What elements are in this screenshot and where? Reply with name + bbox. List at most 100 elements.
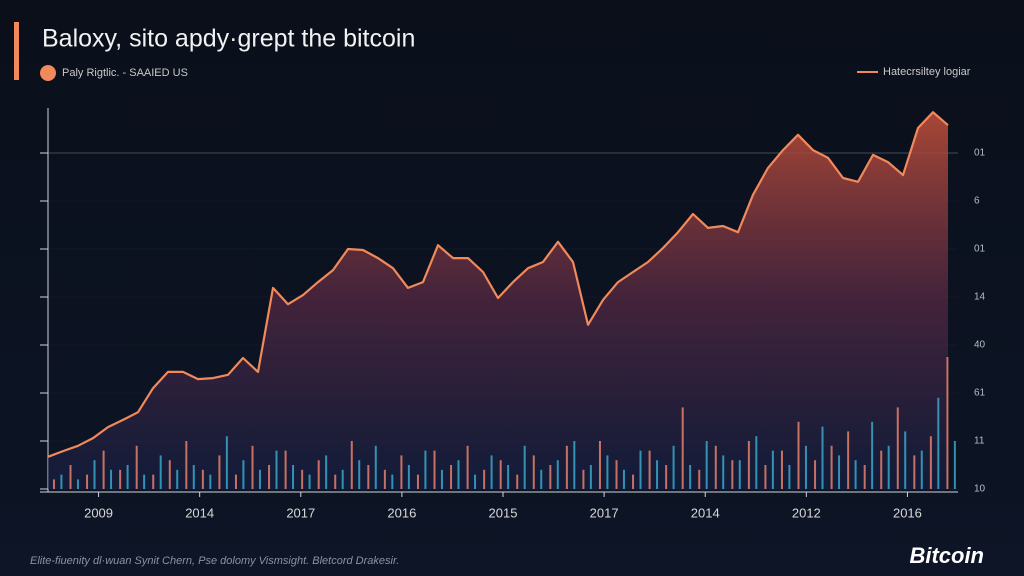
legend-dot	[40, 65, 56, 81]
footer: Elite-fiuenity dl·wuan Synit Chern, Pse …	[30, 555, 399, 567]
volume-bar	[400, 455, 403, 489]
volume-bar	[474, 474, 477, 489]
legend-text: Paly Rigtlic. - SAAIED US	[62, 67, 188, 79]
chart-title: Baloxy, sito apdy·grept the bitcoin	[42, 25, 415, 53]
volume-bar	[93, 460, 96, 489]
volume-bar	[731, 460, 734, 489]
volume-bar	[615, 460, 618, 489]
volume-bar	[830, 445, 833, 489]
volume-bar	[466, 445, 469, 489]
volume-bar	[209, 474, 212, 489]
volume-bar	[814, 460, 817, 489]
volume-bar	[705, 441, 708, 489]
volume-bar	[788, 465, 791, 489]
volume-bar	[416, 474, 419, 489]
y-tick-label: 14	[974, 292, 986, 303]
volume-bar	[887, 445, 890, 489]
volume-bar	[176, 469, 179, 489]
volume-bar	[904, 431, 907, 489]
volume-bar	[52, 479, 55, 489]
volume-bar	[648, 450, 651, 489]
volume-bar	[325, 455, 328, 489]
volume-bar	[747, 441, 750, 489]
volume-bar	[110, 469, 113, 489]
volume-bar	[284, 450, 287, 489]
volume-bar	[490, 455, 493, 489]
volume-bar	[483, 469, 486, 489]
volume-bar	[880, 450, 883, 489]
volume-bar	[689, 465, 692, 489]
volume-bar	[308, 474, 311, 489]
x-tick-label: 2012	[792, 505, 821, 520]
volume-bar	[367, 465, 370, 489]
volume-bar	[457, 460, 460, 489]
volume-bar	[722, 455, 725, 489]
volume-bar	[268, 465, 271, 489]
volume-bar	[225, 436, 228, 489]
x-tick-label: 2016	[387, 505, 416, 520]
volume-bar	[258, 469, 261, 489]
volume-bar	[234, 474, 237, 489]
volume-bar	[639, 450, 642, 489]
volume-bar	[301, 469, 304, 489]
x-tick-label: 2017	[590, 505, 619, 520]
volume-bar	[433, 450, 436, 489]
volume-bar	[201, 469, 204, 489]
y-tick-label: 11	[974, 436, 985, 447]
title-accent	[14, 22, 19, 80]
volume-bar	[937, 397, 940, 489]
volume-bar	[771, 450, 774, 489]
volume-bar	[126, 465, 129, 489]
volume-bar	[540, 469, 543, 489]
volume-bar	[523, 445, 526, 489]
volume-bar	[838, 455, 841, 489]
volume-bar	[797, 421, 800, 489]
x-tick-label: 2014	[691, 505, 720, 520]
x-tick-label: 2017	[286, 505, 315, 520]
volume-bar	[573, 441, 576, 489]
volume-bar	[242, 460, 245, 489]
volume-bar	[407, 465, 410, 489]
volume-bar	[847, 431, 850, 489]
volume-bar	[507, 465, 510, 489]
volume-bar	[946, 357, 949, 489]
volume-bar	[86, 474, 89, 489]
volume-bar	[632, 474, 635, 489]
volume-bar	[76, 479, 79, 489]
volume-bar	[143, 474, 146, 489]
volume-bar	[665, 465, 668, 489]
volume-bar	[672, 445, 675, 489]
volume-bar	[896, 407, 899, 489]
volume-bar	[275, 450, 278, 489]
volume-bar	[119, 469, 122, 489]
volume-bar	[556, 460, 559, 489]
volume-bar	[102, 450, 105, 489]
brand-logo: Bitcoin	[909, 543, 984, 568]
y-tick-label: 61	[974, 388, 986, 399]
volume-bar	[450, 465, 453, 489]
price-line	[47, 111, 949, 458]
volume-bar	[532, 455, 535, 489]
volume-bar	[317, 460, 320, 489]
volume-bar	[383, 469, 386, 489]
volume-bar	[821, 426, 824, 489]
x-tick-label: 2015	[489, 505, 518, 520]
volume-bar	[440, 469, 443, 489]
volume-bar	[698, 469, 701, 489]
volume-bar	[804, 445, 807, 489]
x-tick-label: 2014	[185, 505, 214, 520]
volume-bar	[168, 460, 171, 489]
volume-bar	[334, 474, 337, 489]
x-tick-label: 2009	[84, 505, 113, 520]
area	[48, 112, 948, 489]
volume-bar	[391, 474, 394, 489]
volume-bar	[185, 441, 188, 489]
volume-bar	[598, 441, 601, 489]
volume-bar	[606, 455, 609, 489]
volume-bar	[159, 455, 162, 489]
volume-bar	[656, 460, 659, 489]
volume-bar	[424, 450, 427, 489]
volume-bar	[358, 460, 361, 489]
volume-bar	[152, 474, 155, 489]
